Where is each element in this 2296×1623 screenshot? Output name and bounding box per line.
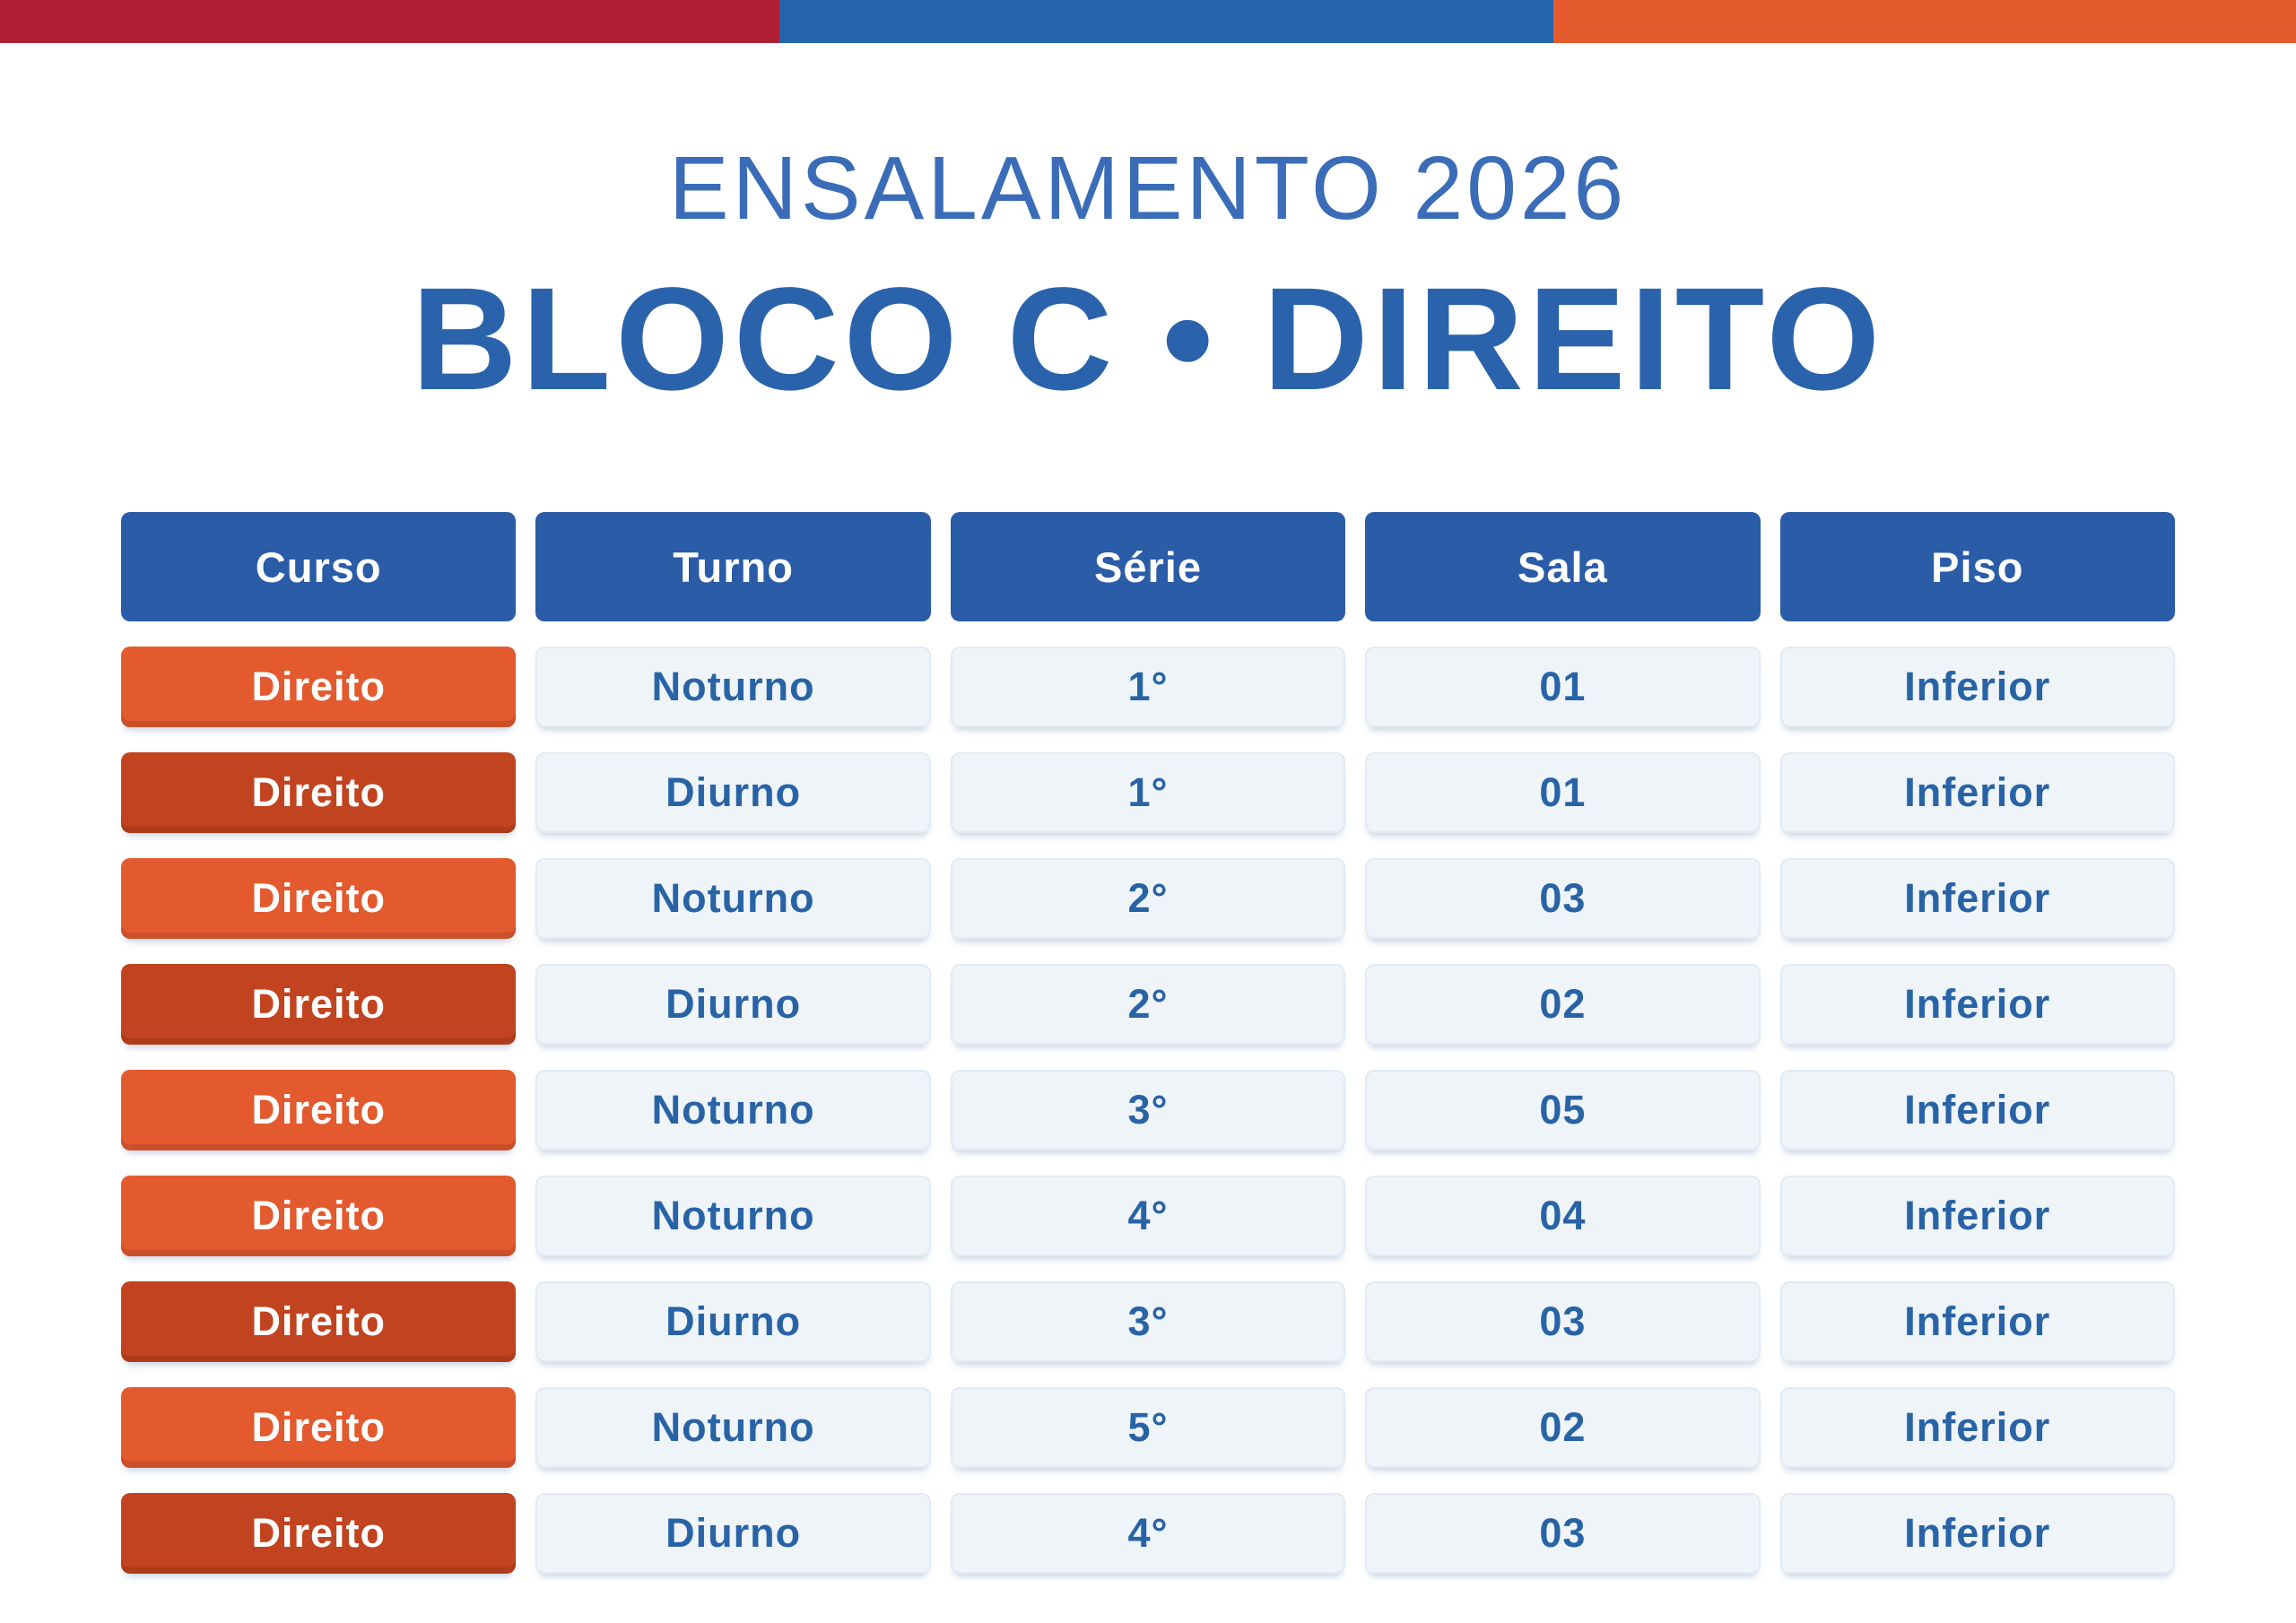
- piso-cell: Inferior: [1779, 964, 2175, 1046]
- sala-cell: 03: [1365, 858, 1761, 940]
- curso-cell: Direito: [121, 752, 517, 834]
- page-title: BLOCO C • DIREITO: [411, 256, 1885, 421]
- turno-cell: Noturno: [535, 1070, 931, 1151]
- curso-cell: Direito: [121, 1281, 517, 1363]
- turno-cell: Noturno: [535, 647, 931, 728]
- curso-cell: Direito: [121, 647, 517, 728]
- column-header-sala: Sala: [1365, 512, 1761, 622]
- serie-cell: 5°: [950, 1387, 1346, 1469]
- serie-cell: 2°: [950, 964, 1346, 1046]
- column-header-piso: Piso: [1779, 512, 2175, 622]
- curso-cell: Direito: [121, 964, 517, 1046]
- sala-cell: 01: [1365, 752, 1761, 834]
- turno-cell: Noturno: [535, 1176, 931, 1257]
- turno-cell: Diurno: [535, 1493, 931, 1575]
- turno-cell: Diurno: [535, 1281, 931, 1363]
- turno-cell: Noturno: [535, 1387, 931, 1469]
- top-bar: [0, 0, 2296, 43]
- serie-cell: 1°: [950, 647, 1346, 728]
- serie-cell: 4°: [950, 1493, 1346, 1575]
- serie-cell: 1°: [950, 752, 1346, 834]
- turno-cell: Diurno: [535, 964, 931, 1046]
- curso-cell: Direito: [121, 1387, 517, 1469]
- piso-cell: Inferior: [1779, 1387, 2175, 1469]
- serie-cell: 4°: [950, 1176, 1346, 1257]
- piso-cell: Inferior: [1779, 752, 2175, 834]
- sala-cell: 05: [1365, 1070, 1761, 1151]
- eyebrow-title: ENSALAMENTO 2026: [668, 138, 1628, 239]
- sala-cell: 03: [1365, 1281, 1761, 1363]
- piso-cell: Inferior: [1779, 1493, 2175, 1575]
- piso-cell: Inferior: [1779, 1281, 2175, 1363]
- sala-cell: 01: [1365, 647, 1761, 728]
- sala-cell: 02: [1365, 1387, 1761, 1469]
- serie-cell: 3°: [950, 1281, 1346, 1363]
- curso-cell: Direito: [121, 1493, 517, 1575]
- serie-cell: 3°: [950, 1070, 1346, 1151]
- piso-cell: Inferior: [1779, 1176, 2175, 1257]
- turno-cell: Noturno: [535, 858, 931, 940]
- piso-cell: Inferior: [1779, 1070, 2175, 1151]
- top-bar-segment-red: [0, 0, 780, 43]
- top-bar-segment-blue: [779, 0, 1553, 43]
- ensalamento-table: Curso Turno Série Sala Piso Direito Notu…: [121, 512, 2175, 1575]
- serie-cell: 2°: [950, 858, 1346, 940]
- curso-cell: Direito: [121, 858, 517, 940]
- sala-cell: 02: [1365, 964, 1761, 1046]
- column-header-curso: Curso: [121, 512, 517, 622]
- column-header-serie: Série: [950, 512, 1346, 622]
- column-header-turno: Turno: [535, 512, 931, 622]
- sala-cell: 03: [1365, 1493, 1761, 1575]
- piso-cell: Inferior: [1779, 858, 2175, 940]
- turno-cell: Diurno: [535, 752, 931, 834]
- curso-cell: Direito: [121, 1176, 517, 1257]
- top-bar-segment-orange: [1552, 0, 2296, 43]
- curso-cell: Direito: [121, 1070, 517, 1151]
- sala-cell: 04: [1365, 1176, 1761, 1257]
- piso-cell: Inferior: [1779, 647, 2175, 728]
